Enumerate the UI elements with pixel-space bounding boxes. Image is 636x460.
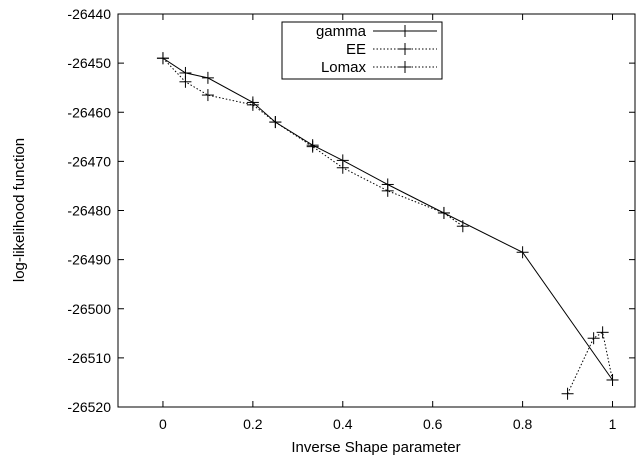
data-point-lomax	[606, 373, 619, 386]
series-line-gamma	[162, 57, 613, 381]
data-point-ee	[246, 98, 259, 111]
data-point-lomax	[561, 387, 574, 400]
data-point-ee	[456, 220, 469, 233]
x-tick-label: 0.4	[333, 416, 353, 432]
x-axis-label: Inverse Shape parameter	[291, 439, 460, 456]
y-axis-label: log-likelihood function	[11, 138, 28, 282]
y-tick-label: -26510	[67, 350, 111, 366]
y-tick-label: -26450	[67, 55, 111, 71]
data-point-ee	[306, 140, 319, 153]
data-point-lomax	[596, 326, 609, 339]
y-tick-label: -26520	[67, 399, 111, 415]
data-point-gamma	[516, 246, 529, 259]
x-tick-label: 0	[159, 416, 167, 432]
data-point-ee	[437, 206, 450, 219]
y-tick-label: -26490	[67, 252, 111, 268]
y-tick-label: -26440	[67, 6, 111, 22]
legend-label-lomax: Lomax	[321, 59, 367, 76]
data-point-ee	[336, 161, 349, 174]
data-point-ee	[381, 184, 394, 197]
legend-label-gamma: gamma	[316, 23, 367, 40]
data-point-lomax	[587, 332, 600, 345]
data-point-ee	[201, 89, 214, 102]
x-axis: 0 0.2 0.4 0.6 0.8 1	[159, 14, 617, 432]
x-tick-label: 0.6	[423, 416, 443, 432]
y-tick-label: -26480	[67, 203, 111, 219]
y-axis: -26440 -26450 -26460 -26470 -26480 -26490 -265…	[67, 6, 635, 415]
x-tick-label: 1	[609, 416, 617, 432]
data-point-ee	[179, 75, 192, 88]
legend-marker-lomax	[399, 61, 411, 73]
legend-marker-ee	[399, 43, 411, 55]
data-point-ee	[269, 116, 282, 129]
legend: gamma EE Lomax	[281, 21, 443, 80]
data-point-gamma	[201, 71, 214, 84]
plot-series	[156, 52, 619, 400]
legend-marker-gamma	[399, 25, 411, 37]
y-tick-label: -26470	[67, 153, 111, 169]
y-tick-label: -26460	[67, 104, 111, 120]
x-tick-label: 0.8	[513, 416, 533, 432]
legend-label-ee: EE	[346, 41, 366, 58]
y-tick-label: -26500	[67, 301, 111, 317]
data-point-ee	[156, 52, 169, 65]
series-line-lomax	[567, 331, 613, 394]
series-line-ee	[162, 57, 464, 227]
x-tick-label: 0.2	[243, 416, 263, 432]
